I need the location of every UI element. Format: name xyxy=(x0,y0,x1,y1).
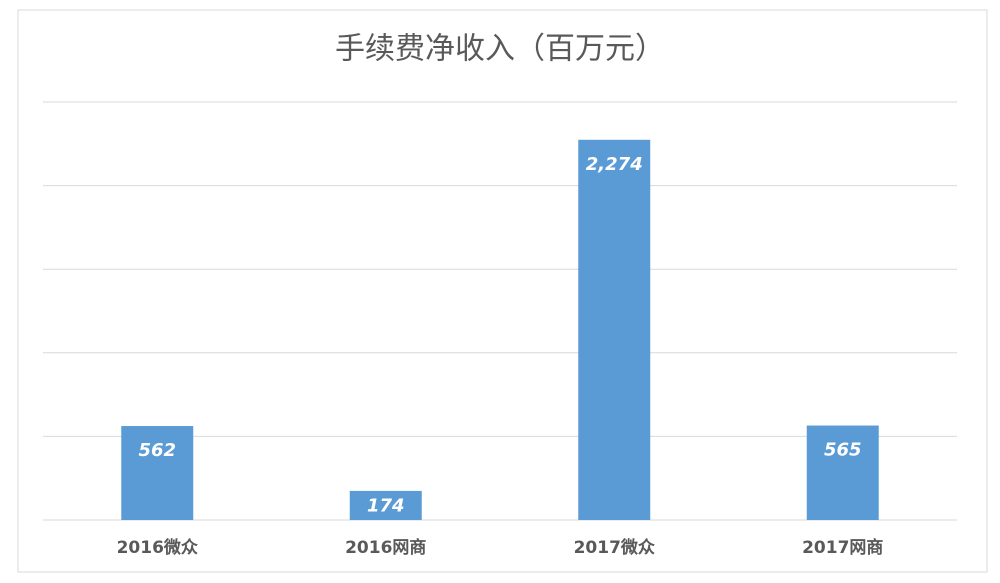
x-tick-label: 2017微众 xyxy=(574,537,656,558)
bar xyxy=(806,425,879,520)
data-label: 565 xyxy=(824,440,862,461)
x-tick-label: 2016微众 xyxy=(117,537,199,558)
data-label: 174 xyxy=(367,495,405,516)
bar xyxy=(349,490,422,520)
bar xyxy=(121,426,194,520)
x-tick-label: 2016网商 xyxy=(345,537,426,558)
x-tick-label: 2017网商 xyxy=(802,537,883,558)
bar xyxy=(578,139,651,520)
data-label: 562 xyxy=(138,440,176,461)
chart-title: 手续费净收入（百万元） xyxy=(335,32,665,67)
data-label: 2,274 xyxy=(586,154,643,175)
